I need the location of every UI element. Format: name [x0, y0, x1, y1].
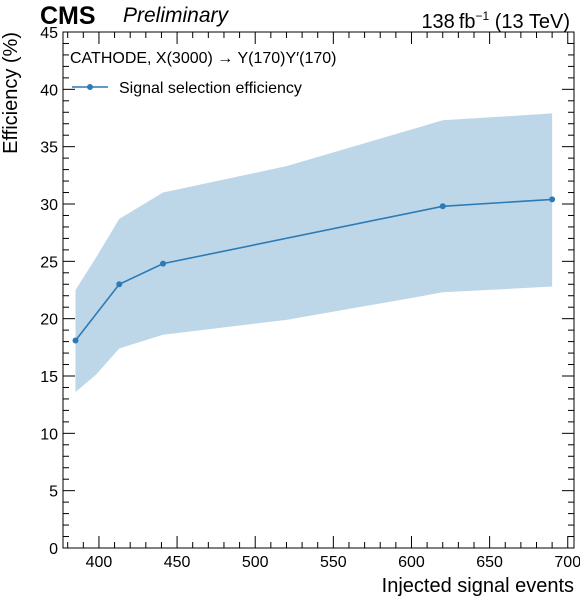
x-tick-label: 450 [164, 554, 191, 571]
legend-marker [87, 84, 93, 90]
y-tick-label: 5 [49, 484, 58, 501]
plot-frame [62, 31, 575, 549]
legend: Signal selection efficiency [72, 80, 302, 97]
uncertainty-band [75, 113, 553, 393]
series-layer [72, 196, 556, 344]
y-tick-label: 45 [40, 25, 58, 42]
y-tick-label: 25 [40, 254, 58, 271]
energy-label: (13 TeV) [494, 11, 570, 33]
data-point [116, 281, 123, 288]
x-tick-label: 700 [554, 554, 580, 571]
x-axis-label: Injected signal events [382, 575, 574, 597]
y-tick-label: 10 [40, 426, 58, 443]
x-tick-label: 500 [242, 554, 269, 571]
luminosity-value: 138 [421, 11, 455, 33]
y-tick-label: 40 [40, 82, 58, 99]
y-tick-label: 0 [49, 541, 58, 558]
x-tick-label: 400 [86, 554, 113, 571]
luminosity-label: 138 fb−1 (13 TeV) [421, 2, 570, 36]
data-point [549, 196, 556, 203]
y-tick-label: 15 [40, 369, 58, 386]
experiment-label: CMS [40, 2, 96, 30]
luminosity-unit: fb [458, 11, 476, 33]
uncertainty-band-layer [75, 113, 553, 393]
data-point [72, 337, 79, 344]
tick-layer: 400 450 500 550 600 650 700 0 5 10 15 20 25 30 35 40 45 [40, 25, 580, 571]
x-tick-label: 550 [320, 554, 347, 571]
data-point [160, 260, 167, 267]
y-axis-label: Efficiency (%) [0, 32, 22, 154]
y-tick-label: 35 [40, 140, 58, 157]
x-tick-label: 600 [398, 554, 425, 571]
x-tick-label: 650 [476, 554, 503, 571]
process-annotation: CATHODE, X(3000) → Y(170)Y′(170) [70, 50, 337, 67]
y-tick-label: 30 [40, 197, 58, 214]
legend-label: Signal selection efficiency [119, 80, 302, 97]
status-label: Preliminary [123, 4, 229, 27]
luminosity-exponent: −1 [475, 9, 490, 23]
y-tick-label: 20 [40, 312, 58, 329]
data-point [439, 203, 446, 210]
